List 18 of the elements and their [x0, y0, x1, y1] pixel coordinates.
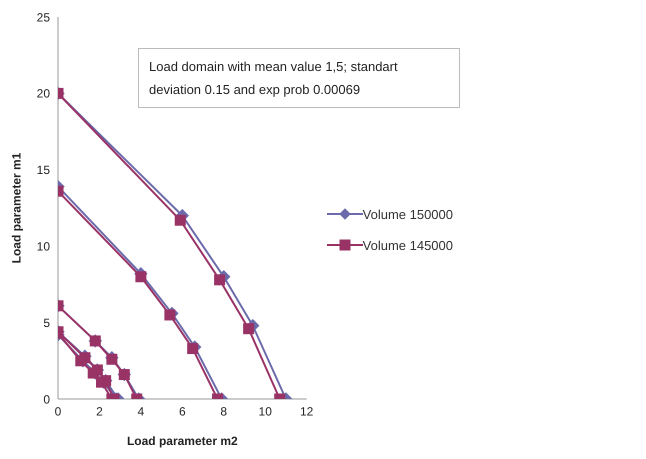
y-tick-label: 5	[43, 316, 50, 330]
x-axis-title: Load parameter m2	[126, 434, 238, 448]
x-tick-label: 10	[258, 404, 272, 419]
y-tick-label: 15	[36, 163, 50, 178]
x-tick-label: 8	[220, 404, 228, 419]
x-tick-label: 6	[178, 404, 186, 419]
x-tick-label: 4	[138, 404, 145, 419]
annotation: Load domain with mean value 1,5; standart deviation 0.15 and exp prob 0.00069	[138, 48, 460, 108]
y-tick-label: 25	[36, 10, 50, 24]
y-tick-label: 20	[36, 86, 50, 101]
legend-label: Volume 145000	[362, 238, 453, 252]
x-tick-label: 12	[300, 404, 314, 419]
legend-label: Volume 150000	[362, 206, 453, 222]
y-axis-title: Load parameter m1	[9, 152, 24, 264]
x-tick-label: 0	[54, 404, 62, 419]
y-tick-label: 0	[43, 392, 50, 406]
y-tick-label: 10	[36, 239, 50, 254]
x-tick-label: 2	[96, 404, 104, 419]
